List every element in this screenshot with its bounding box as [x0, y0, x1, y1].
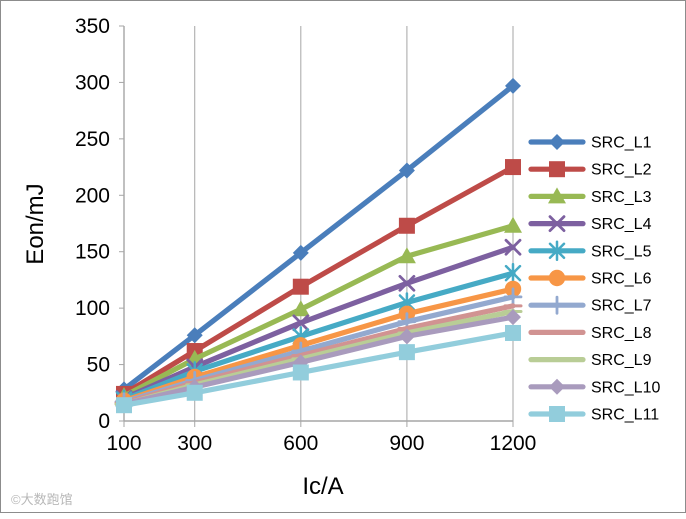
legend-item-SRC_L10: SRC_L10: [528, 378, 660, 396]
data-point-SRC_L11-100: [116, 397, 132, 414]
legend-item-SRC_L7: SRC_L7: [528, 295, 652, 315]
legend-item-SRC_L4: SRC_L4: [528, 215, 652, 233]
data-point-SRC_L4-900: [398, 274, 416, 292]
series-SRC_L11: [116, 324, 521, 414]
legend-item-SRC_L2: SRC_L2: [528, 161, 652, 179]
data-point-SRC_L10-900: [398, 328, 415, 345]
legend-marker-SRC_L6: [548, 269, 566, 287]
legend-marker-SRC_L5: [548, 240, 566, 262]
data-point-SRC_L5-1200: [504, 262, 522, 284]
data-point-SRC_L11-300: [186, 384, 203, 401]
legend-marker-SRC_L10: [549, 378, 565, 395]
x-tick-label-2: 600: [283, 432, 318, 455]
watermark-text: ©大数跑馆: [11, 492, 73, 507]
data-point-SRC_L2-600: [292, 278, 309, 295]
data-point-SRC_L11-600: [292, 364, 309, 381]
data-point-SRC_L2-900: [398, 217, 415, 234]
x-tick-label-0: 100: [106, 432, 141, 455]
y-tick-label-5: 250: [75, 128, 110, 151]
series-SRC_L2: [116, 159, 521, 402]
data-point-SRC_L1-300: [186, 327, 203, 344]
y-axis-title: Eon/mJ: [22, 183, 49, 264]
legend-label-SRC_L9: SRC_L9: [591, 352, 652, 369]
x-tick-label-4: 1200: [490, 432, 537, 455]
x-tick-label-3: 900: [389, 432, 424, 455]
data-point-SRC_L11-1200: [505, 324, 521, 341]
y-tick-label-1: 50: [87, 354, 110, 377]
axes: 0 50 100 150 200 250 300 350 100 300 600 900 1200: [75, 15, 536, 455]
legend-item-SRC_L11: SRC_L11: [528, 406, 659, 424]
legend-item-SRC_L8: SRC_L8: [528, 325, 652, 342]
y-tick-label-4: 200: [75, 184, 110, 207]
legend-item-SRC_L5: SRC_L5: [528, 240, 652, 262]
series-lines: [114, 77, 523, 414]
x-axis-title: Ic/A: [302, 473, 343, 500]
data-point-SRC_L10-1200: [505, 309, 521, 326]
legend: SRC_L1 SRC_L2 SRC_L3 SRC_L4 SRC_L5 SRC_L6 SRC_…: [528, 134, 660, 424]
legend-item-SRC_L1: SRC_L1: [528, 134, 652, 152]
legend-marker-SRC_L7: [547, 295, 567, 315]
series-SRC_L1: [116, 77, 521, 398]
legend-label-SRC_L1: SRC_L1: [591, 135, 652, 152]
legend-label-SRC_L8: SRC_L8: [591, 325, 652, 342]
legend-item-SRC_L3: SRC_L3: [528, 187, 652, 206]
data-point-SRC_L1-1200: [505, 77, 521, 94]
legend-label-SRC_L7: SRC_L7: [591, 298, 652, 315]
data-point-SRC_L3-1200: [504, 216, 522, 233]
data-point-SRC_L1-900: [398, 162, 415, 179]
legend-marker-SRC_L1: [549, 134, 565, 150]
data-point-SRC_L4-1200: [504, 238, 522, 256]
legend-label-SRC_L3: SRC_L3: [591, 189, 652, 206]
y-tick-label-3: 150: [75, 241, 110, 264]
y-tick-label-6: 300: [75, 71, 110, 94]
data-point-SRC_L2-1200: [505, 159, 521, 176]
data-point-SRC_L3-600: [291, 300, 310, 317]
legend-label-SRC_L11: SRC_L11: [591, 407, 659, 424]
x-tick-label-1: 300: [177, 432, 212, 455]
legend-item-SRC_L6: SRC_L6: [528, 269, 652, 288]
y-tick-label-7: 350: [75, 15, 110, 38]
data-point-SRC_L3-900: [397, 247, 416, 264]
legend-marker-SRC_L3: [548, 187, 566, 204]
y-tick-label-0: 0: [98, 410, 110, 433]
legend-label-SRC_L10: SRC_L10: [591, 379, 660, 396]
legend-label-SRC_L2: SRC_L2: [591, 162, 652, 179]
legend-marker-SRC_L11: [549, 406, 565, 422]
grid-lines: [123, 26, 514, 421]
legend-label-SRC_L4: SRC_L4: [591, 216, 652, 233]
legend-item-SRC_L9: SRC_L9: [528, 352, 652, 369]
legend-label-SRC_L5: SRC_L5: [591, 243, 652, 260]
data-point-SRC_L11-900: [398, 344, 415, 361]
y-tick-label-2: 100: [75, 297, 110, 320]
data-point-SRC_L7-1200: [503, 287, 523, 307]
data-point-SRC_L4-600: [292, 314, 310, 332]
legend-marker-SRC_L2: [549, 161, 565, 178]
data-point-SRC_L1-600: [292, 244, 309, 261]
legend-label-SRC_L6: SRC_L6: [591, 271, 652, 288]
legend-marker-SRC_L4: [548, 215, 566, 232]
